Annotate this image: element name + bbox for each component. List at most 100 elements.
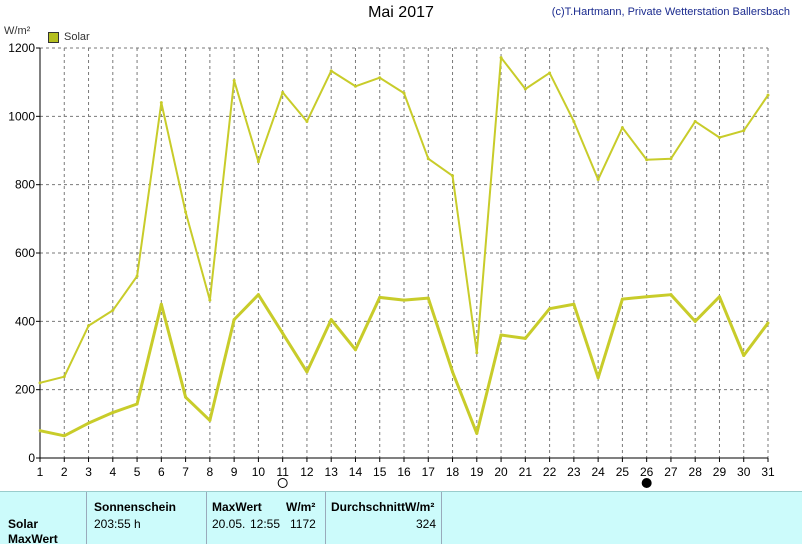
maxwert-date: 20.05. — [212, 517, 246, 531]
x-tick-label: 9 — [231, 465, 238, 479]
y-tick-label: 600 — [15, 246, 35, 260]
x-tick-label: 27 — [664, 465, 678, 479]
y-tick-label: 1000 — [8, 109, 35, 123]
y-tick-label: 0 — [28, 451, 35, 465]
average-header: DurchschnittW/m² — [331, 500, 435, 514]
data-point-avg — [135, 402, 139, 406]
data-point-avg — [620, 297, 624, 301]
data-point-avg — [402, 298, 406, 302]
x-tick-label: 8 — [207, 465, 214, 479]
x-tick-label: 16 — [397, 465, 411, 479]
chart-title: Mai 2017 — [368, 4, 434, 21]
data-point-avg — [305, 370, 309, 374]
data-point-max — [669, 157, 673, 161]
footer-divider — [86, 492, 87, 544]
data-point-avg — [717, 295, 721, 299]
data-point-avg — [159, 302, 163, 306]
data-point-avg — [548, 307, 552, 311]
data-point-max — [159, 101, 163, 105]
data-point-max — [87, 324, 91, 328]
data-point-avg — [475, 431, 479, 435]
data-point-avg — [499, 333, 503, 337]
data-point-max — [717, 136, 721, 140]
data-point-max — [111, 308, 115, 312]
data-point-avg — [62, 434, 66, 438]
data-point-max — [620, 126, 624, 130]
legend: Solar — [48, 31, 90, 43]
x-tick-label: 29 — [713, 465, 727, 479]
x-tick-label: 26 — [640, 465, 654, 479]
sunshine-value: 203:55 h — [94, 517, 141, 531]
x-tick-label: 7 — [182, 465, 189, 479]
x-tick-label: 19 — [470, 465, 484, 479]
data-point-max — [305, 119, 309, 123]
data-point-max — [572, 119, 576, 123]
x-tick-label: 14 — [349, 465, 363, 479]
data-point-avg — [669, 293, 673, 297]
data-point-avg — [596, 376, 600, 380]
series-line-max — [39, 56, 769, 384]
data-point-max — [353, 84, 357, 88]
data-point-avg — [281, 331, 285, 335]
x-tick-label: 30 — [737, 465, 751, 479]
data-point-avg — [87, 421, 91, 425]
data-point-avg — [256, 293, 260, 297]
x-tick-label: 22 — [543, 465, 557, 479]
copyright-text: (c)T.Hartmann, Private Wetterstation Bal… — [551, 6, 790, 18]
x-tick-label: 6 — [158, 465, 165, 479]
data-point-max — [693, 119, 697, 123]
x-tick-label: 23 — [567, 465, 581, 479]
data-point-avg — [426, 296, 430, 300]
data-point-max — [402, 91, 406, 95]
data-point-max — [135, 274, 139, 278]
x-tick-label: 31 — [761, 465, 775, 479]
row-label-solar: Solar — [8, 517, 39, 531]
average-value: 324 — [416, 517, 437, 531]
x-tick-label: 11 — [276, 465, 289, 479]
x-tick-label: 17 — [422, 465, 436, 479]
maxwert-unit: W/m² — [286, 500, 316, 514]
data-point-max — [426, 157, 430, 161]
data-point-avg — [693, 319, 697, 323]
x-tick-label: 5 — [134, 465, 141, 479]
legend-swatch — [48, 31, 59, 43]
data-point-max — [281, 90, 285, 94]
footer-divider — [206, 492, 207, 544]
data-point-avg — [184, 395, 188, 399]
maxwert-time: 12:55 — [250, 517, 281, 531]
x-tick-label: 2 — [61, 465, 68, 479]
data-point-avg — [766, 321, 770, 325]
full-moon-icon — [277, 478, 288, 488]
sunshine-header: Sonnenschein — [94, 500, 177, 514]
x-tick-label: 3 — [85, 465, 92, 479]
data-point-max — [208, 298, 212, 302]
data-point-max — [38, 381, 42, 385]
data-point-max — [256, 160, 260, 164]
footer-divider — [325, 492, 326, 544]
x-tick-label: 1 — [37, 465, 44, 479]
y-tick-label: 200 — [15, 383, 35, 397]
data-point-avg — [208, 418, 212, 422]
new-moon-icon — [641, 478, 652, 488]
data-point-max — [523, 87, 527, 91]
data-point-avg — [111, 411, 115, 415]
x-tick-label: 12 — [300, 465, 314, 479]
legend-label: Solar — [64, 31, 90, 43]
data-point-max — [329, 69, 333, 73]
x-tick-label: 21 — [519, 465, 533, 479]
x-tick-label: 15 — [373, 465, 387, 479]
data-point-max — [499, 56, 503, 60]
summary-footer: Solar MaxWert Sonnenschein 203:55 h MaxW… — [0, 491, 802, 546]
data-point-avg — [353, 348, 357, 352]
x-tick-label: 18 — [446, 465, 460, 479]
data-point-max — [378, 76, 382, 80]
maxwert-value: 1172 — [290, 517, 316, 531]
data-point-max — [596, 178, 600, 182]
y-tick-label: 800 — [15, 178, 35, 192]
x-tick-label: 4 — [109, 465, 116, 479]
y-tick-label: 400 — [15, 314, 35, 328]
data-point-max — [184, 210, 188, 214]
x-tick-label: 20 — [494, 465, 508, 479]
data-point-avg — [645, 295, 649, 299]
data-point-max — [451, 174, 455, 178]
